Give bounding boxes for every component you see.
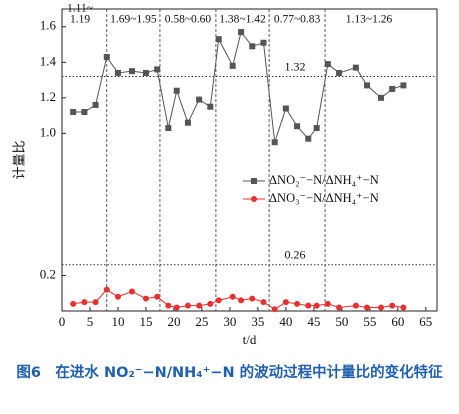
phase-annotation: 0.58~0.60 <box>165 14 212 26</box>
reference-label: 0.26 <box>285 248 306 262</box>
data-point <box>249 43 256 50</box>
data-point <box>165 125 172 132</box>
x-tick-label: 20 <box>167 314 180 329</box>
data-point <box>173 87 180 94</box>
data-point <box>313 125 320 132</box>
data-point <box>313 302 320 309</box>
data-point <box>173 304 180 311</box>
y-tick-label: 1.0 <box>40 124 56 139</box>
x-axis-label: t/d <box>243 332 257 347</box>
data-point <box>378 304 385 311</box>
x-tick-label: 45 <box>307 314 320 329</box>
phase-annotation: 1.11~ <box>67 3 93 15</box>
x-tick-label: 0 <box>59 314 66 329</box>
data-point <box>271 139 278 146</box>
data-point <box>294 123 301 130</box>
data-point <box>249 295 256 302</box>
data-point <box>142 69 149 76</box>
data-point <box>352 302 359 309</box>
x-tick-label: 25 <box>195 314 208 329</box>
phase-annotation: 1.38~1.42 <box>219 14 266 26</box>
legend-marker <box>251 196 257 202</box>
data-point <box>70 109 77 116</box>
data-point <box>238 29 245 36</box>
data-point <box>215 297 222 304</box>
legend-marker <box>251 178 257 184</box>
reference-label: 1.32 <box>285 59 306 73</box>
x-tick-label: 30 <box>223 314 236 329</box>
data-point <box>260 299 267 306</box>
phase-annotation: 1.69~1.95 <box>110 14 157 26</box>
data-point <box>103 286 110 293</box>
data-point <box>196 302 203 309</box>
data-point <box>142 295 149 302</box>
y-tick-label: 1.4 <box>40 53 57 68</box>
data-point <box>114 69 121 76</box>
data-point <box>184 302 191 309</box>
x-tick-label: 35 <box>251 314 264 329</box>
data-point <box>229 62 236 69</box>
x-tick-label: 10 <box>111 314 124 329</box>
x-tick-label: 65 <box>419 314 432 329</box>
legend-label: ΔNO₂⁻−N/ΔNH₄⁺−N <box>269 173 379 187</box>
x-tick-label: 55 <box>363 314 376 329</box>
phase-annotation: 1.19 <box>70 14 90 26</box>
chart: 计量比 0 5 10 15 20 25 30 35 40 45 50 55 60 65 0.2 1.0 1.2 1… <box>13 3 438 347</box>
data-point <box>324 300 331 307</box>
phase-annotation: 1.13~1.26 <box>346 14 393 26</box>
x-tick-label: 40 <box>279 314 292 329</box>
data-point <box>305 302 312 309</box>
data-point <box>154 293 161 300</box>
data-point <box>282 105 289 112</box>
data-point <box>352 64 359 71</box>
phase-annotation: 0.77~0.83 <box>274 14 321 26</box>
data-point <box>196 96 203 103</box>
data-point <box>114 293 121 300</box>
series-line <box>73 30 404 143</box>
data-point <box>271 306 278 313</box>
data-point <box>260 39 267 46</box>
data-point <box>207 300 214 307</box>
plot-frame <box>61 8 438 312</box>
data-point <box>364 304 371 311</box>
data-point <box>389 302 396 309</box>
data-point <box>282 299 289 306</box>
x-tick-label: 50 <box>335 314 348 329</box>
y-tick-label: 1.2 <box>40 89 56 104</box>
data-point <box>207 103 214 110</box>
data-point <box>336 304 343 311</box>
y-tick-label: 1.6 <box>40 18 57 33</box>
data-point <box>229 293 236 300</box>
data-point <box>294 300 301 307</box>
y-axis-label: 计量比 <box>13 140 28 179</box>
data-point <box>364 82 371 89</box>
data-point <box>81 109 88 116</box>
data-point <box>92 299 99 306</box>
data-point <box>154 66 161 73</box>
figure-caption: 图6 在进水 NO₂⁻−N/NH₄⁺−N 的波动过程中计量比的变化特征 <box>16 365 443 381</box>
data-point <box>400 82 407 89</box>
data-point <box>103 53 110 60</box>
x-tick-label: 60 <box>391 314 404 329</box>
data-point <box>128 68 135 75</box>
y-tick-label: 0.2 <box>40 266 56 281</box>
data-point <box>184 119 191 126</box>
data-point <box>305 135 312 142</box>
legend-label: ΔNO₃⁻−N/ΔNH₄⁺−N <box>269 191 379 205</box>
data-point <box>238 297 245 304</box>
data-point <box>378 94 385 101</box>
data-point <box>165 302 172 309</box>
data-point <box>336 69 343 76</box>
data-point <box>81 299 88 306</box>
data-point <box>92 101 99 108</box>
data-point <box>324 61 331 68</box>
data-point <box>389 85 396 92</box>
data-point <box>400 304 407 311</box>
x-tick-label: 5 <box>87 314 94 329</box>
data-point <box>128 288 135 295</box>
data-point <box>215 36 222 43</box>
x-tick-label: 15 <box>139 314 152 329</box>
data-point <box>70 300 77 307</box>
